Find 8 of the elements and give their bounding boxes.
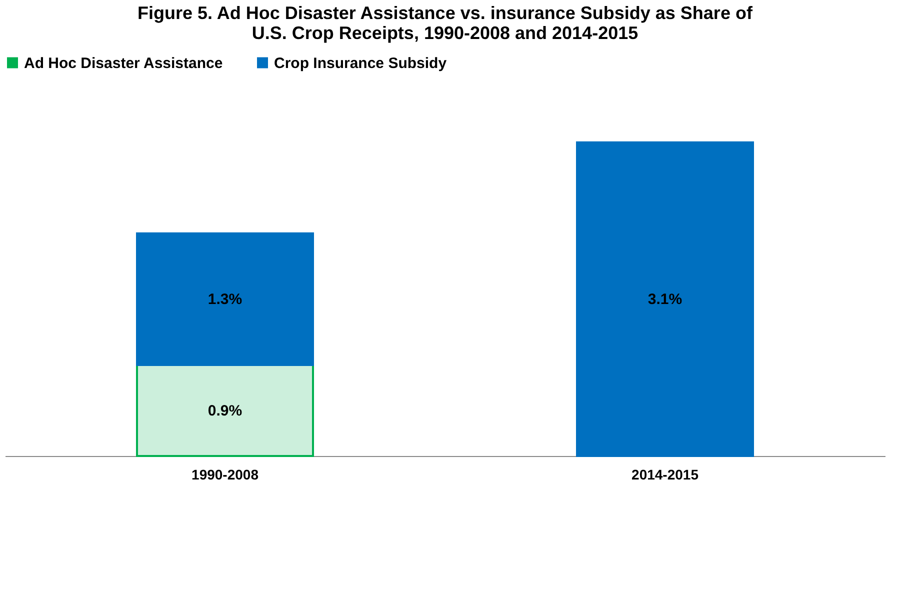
data-label: 1.3%	[208, 291, 242, 308]
legend-label: Crop Insurance Subsidy	[274, 54, 448, 72]
legend-label: Ad Hoc Disaster Assistance	[24, 54, 223, 72]
x-tick-label: 2014-2015	[632, 466, 699, 482]
chart-title: Figure 5. Ad Hoc Disaster Assistance vs. insurance Subsidy as Share of U.S. Crop Receipts, 1990-2008 and 2014-2015	[138, 3, 754, 43]
data-label: 3.1%	[648, 291, 682, 308]
x-tick-label: 1990-2008	[192, 466, 259, 482]
data-label: 0.9%	[208, 402, 242, 420]
